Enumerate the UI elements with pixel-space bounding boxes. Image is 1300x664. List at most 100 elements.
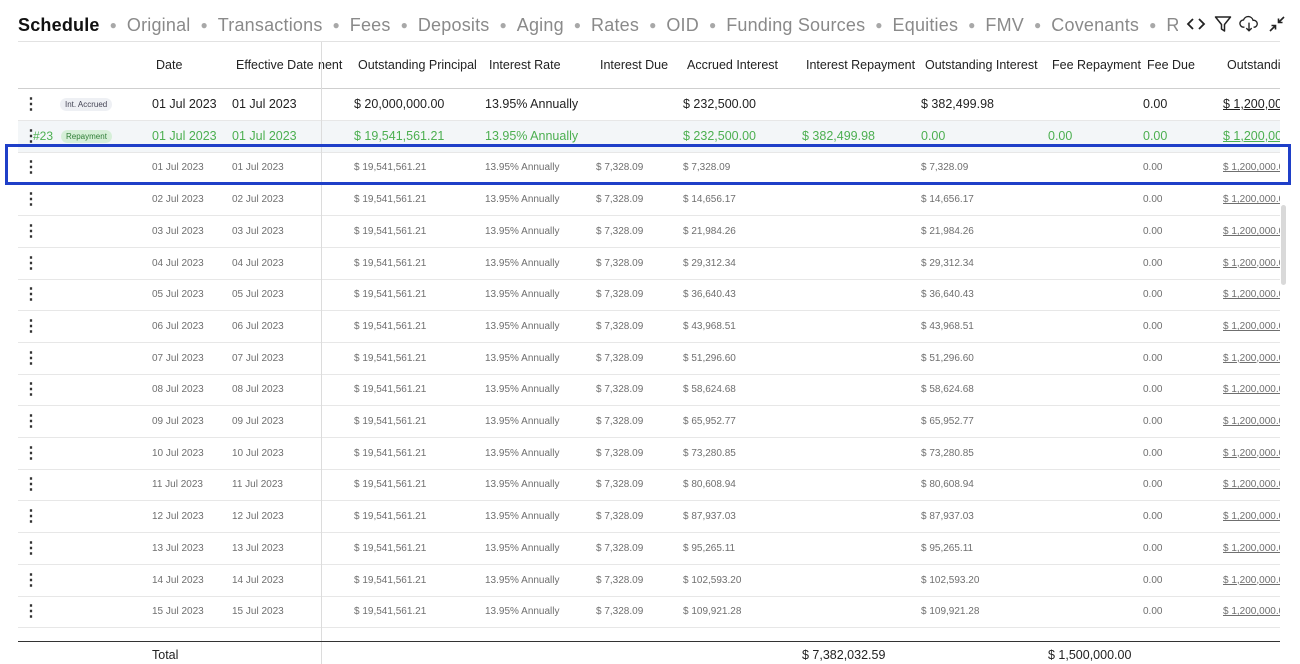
- cell-fee-due: 0.00: [1143, 447, 1163, 459]
- collapse-icon[interactable]: [1267, 14, 1287, 34]
- cell-outstanding-interest: $ 95,265.11: [921, 542, 974, 554]
- tab-ris[interactable]: Ris: [1166, 14, 1178, 35]
- tab-equities[interactable]: Equities: [892, 14, 959, 35]
- table-row[interactable]: ⋮ 07 Jul 2023 07 Jul 2023 $ 19,541,561.21 13…: [18, 343, 1280, 375]
- row-id[interactable]: #23: [33, 128, 54, 143]
- row-menu-icon[interactable]: ⋮: [23, 444, 39, 462]
- table-row[interactable]: ⋮ 08 Jul 2023 08 Jul 2023 $ 19,541,561.21 13…: [18, 374, 1280, 407]
- col-header-effective-date[interactable]: Effective Date: [236, 58, 314, 72]
- cell-outstanding-fee[interactable]: $ 1,200,000.0: [1223, 542, 1280, 554]
- tab-fmv[interactable]: FMV: [985, 14, 1025, 35]
- cell-outstanding-interest: $ 29,312.34: [921, 257, 974, 269]
- row-menu-icon[interactable]: ⋮: [23, 254, 39, 272]
- code-icon[interactable]: [1186, 14, 1206, 34]
- cell-outstanding-principal: $ 19,541,561.21: [354, 320, 427, 332]
- cell-effective-date: 14 Jul 2023: [232, 574, 284, 586]
- cell-interest-rate: 13.95% Annually: [485, 97, 579, 111]
- col-header-date[interactable]: Date: [156, 58, 183, 72]
- cell-outstanding-fee[interactable]: $ 1,200,000.0: [1223, 447, 1280, 459]
- row-menu-icon[interactable]: ⋮: [23, 349, 39, 367]
- tab-rates[interactable]: Rates: [591, 14, 640, 35]
- tab-aging[interactable]: Aging: [516, 14, 564, 35]
- col-header-accrued-interest[interactable]: Accrued Interest: [687, 58, 779, 72]
- table-row[interactable]: ⋮ 06 Jul 2023 06 Jul 2023 $ 19,541,561.21 13…: [18, 311, 1280, 343]
- table-row[interactable]: ⋮ 04 Jul 2023 04 Jul 2023 $ 19,541,561.21 13…: [18, 248, 1280, 280]
- col-header-outstanding-fee[interactable]: Outstandi: [1227, 58, 1281, 72]
- row-menu-icon[interactable]: ⋮: [23, 571, 39, 589]
- tab-deposits[interactable]: Deposits: [417, 14, 490, 35]
- row-menu-icon[interactable]: ⋮: [23, 317, 39, 335]
- cell-outstanding-fee[interactable]: $ 1,200,000: [1223, 97, 1280, 111]
- cell-outstanding-principal: $ 19,541,561.21: [354, 384, 427, 396]
- row-menu-icon[interactable]: ⋮: [23, 413, 39, 430]
- cell-outstanding-principal: $ 19,541,561.21: [354, 128, 445, 143]
- table-row[interactable]: ⋮ Int. Accrued 01 Jul 2023 01 Jul 2023 $ 20,…: [18, 89, 1280, 121]
- cell-effective-date: 11 Jul 2023: [232, 479, 283, 491]
- cell-outstanding-fee[interactable]: $ 1,200,000: [1223, 128, 1280, 143]
- table-row[interactable]: ⋮ 10 Jul 2023 10 Jul 2023 $ 19,541,561.21 13…: [18, 438, 1280, 470]
- table-row[interactable]: ⋮ 03 Jul 2023 03 Jul 2023 $ 19,541,561.21 13…: [18, 216, 1280, 248]
- cell-interest-due: $ 7,328.09: [596, 289, 644, 301]
- cell-outstanding-fee[interactable]: $ 1,200,000.0: [1223, 416, 1280, 427]
- row-menu-icon[interactable]: ⋮: [23, 286, 39, 304]
- row-menu-icon[interactable]: ⋮: [23, 96, 39, 113]
- row-menu-icon[interactable]: ⋮: [23, 508, 39, 526]
- cell-outstanding-fee[interactable]: $ 1,200,000.0: [1223, 511, 1280, 523]
- col-header-interest-rate[interactable]: Interest Rate: [489, 58, 561, 72]
- tab-oid[interactable]: OID: [666, 14, 699, 35]
- table-row[interactable]: ⋮ #23 Repayment 01 Jul 2023 01 Jul 2023 $ 19,…: [18, 120, 1280, 153]
- cell-outstanding-fee[interactable]: $ 1,200,000.0: [1223, 606, 1280, 618]
- cell-effective-date: 09 Jul 2023: [232, 416, 284, 427]
- col-header-interest-repayment[interactable]: Interest Repayment: [806, 58, 916, 72]
- row-menu-icon[interactable]: ⋮: [23, 381, 39, 399]
- cell-date: 01 Jul 2023: [152, 97, 217, 111]
- cell-accrued-interest: $ 65,952.77: [683, 416, 736, 427]
- cell-outstanding-fee[interactable]: $ 1,200,000.0: [1223, 574, 1280, 586]
- cell-outstanding-fee[interactable]: $ 1,200,000.0: [1223, 225, 1280, 237]
- tab-covenants[interactable]: Covenants: [1051, 14, 1140, 35]
- cell-accrued-interest: $ 87,937.03: [683, 511, 736, 523]
- tab-original[interactable]: Original: [126, 14, 191, 35]
- cell-outstanding-fee[interactable]: $ 1,200,000.0: [1223, 162, 1280, 174]
- cell-outstanding-fee[interactable]: $ 1,200,000.0: [1223, 384, 1280, 396]
- table-row[interactable]: ⋮ 05 Jul 2023 05 Jul 2023 $ 19,541,561.21 13…: [18, 279, 1280, 312]
- col-header-interest-due[interactable]: Interest Due: [600, 58, 669, 72]
- cell-date: 13 Jul 2023: [152, 542, 204, 554]
- table-row[interactable]: ⋮ 14 Jul 2023 14 Jul 2023 $ 19,541,561.21 13…: [18, 565, 1280, 597]
- table-row[interactable]: ⋮ 11 Jul 2023 11 Jul 2023 $ 19,541,561.21 13…: [18, 469, 1280, 502]
- tab-schedule[interactable]: Schedule: [18, 14, 100, 35]
- filter-icon[interactable]: [1213, 14, 1233, 34]
- col-header-outstanding-interest[interactable]: Outstanding Interest: [925, 58, 1038, 72]
- row-menu-icon[interactable]: ⋮: [23, 603, 39, 621]
- table-row[interactable]: ⋮ 09 Jul 2023 09 Jul 2023 $ 19,541,561.21 13…: [18, 406, 1280, 438]
- tab-separator: ●: [332, 18, 340, 32]
- table-row[interactable]: ⋮ 13 Jul 2023 13 Jul 2023 $ 19,541,561.21 13…: [18, 533, 1280, 565]
- cell-outstanding-fee[interactable]: $ 1,200,000.0: [1223, 479, 1280, 491]
- cell-date: 12 Jul 2023: [152, 511, 204, 523]
- cell-outstanding-principal: $ 19,541,561.21: [354, 606, 427, 618]
- row-menu-icon[interactable]: ⋮: [23, 476, 39, 494]
- col-header-fee-repayment[interactable]: Fee Repayment: [1052, 58, 1141, 72]
- cell-outstanding-fee[interactable]: $ 1,200,000.0: [1223, 320, 1280, 332]
- cell-effective-date: 06 Jul 2023: [232, 320, 284, 332]
- row-type-badge: Int. Accrued: [60, 98, 113, 111]
- vertical-scrollbar[interactable]: [1281, 205, 1286, 285]
- cell-outstanding-fee[interactable]: $ 1,200,000.0: [1223, 289, 1280, 301]
- row-menu-icon[interactable]: ⋮: [23, 539, 39, 557]
- col-header-fee-due[interactable]: Fee Due: [1147, 58, 1195, 72]
- row-menu-icon[interactable]: ⋮: [23, 191, 39, 209]
- table-row[interactable]: ⋮ 02 Jul 2023 02 Jul 2023 $ 19,541,561.21 13…: [18, 184, 1280, 217]
- cell-outstanding-fee[interactable]: $ 1,200,000.0: [1223, 257, 1280, 269]
- tab-funding-sources[interactable]: Funding Sources: [726, 14, 866, 35]
- cloud-download-icon[interactable]: [1239, 14, 1259, 34]
- col-header-repayment-truncated[interactable]: nent: [318, 58, 343, 72]
- tab-transactions[interactable]: Transactions: [217, 14, 323, 35]
- col-header-outstanding-principal[interactable]: Outstanding Principal: [358, 58, 477, 72]
- table-row[interactable]: ⋮ 12 Jul 2023 12 Jul 2023 $ 19,541,561.21 13…: [18, 501, 1280, 534]
- tab-fees[interactable]: Fees: [349, 14, 391, 35]
- table-row[interactable]: ⋮ 15 Jul 2023 15 Jul 2023 $ 19,541,561.21 13…: [18, 596, 1280, 629]
- collapse-icon-glyph: [1269, 16, 1285, 32]
- row-menu-icon[interactable]: ⋮: [23, 222, 39, 240]
- cell-outstanding-fee[interactable]: $ 1,200,000.0: [1223, 352, 1280, 364]
- cell-outstanding-fee[interactable]: $ 1,200,000.0: [1223, 194, 1280, 206]
